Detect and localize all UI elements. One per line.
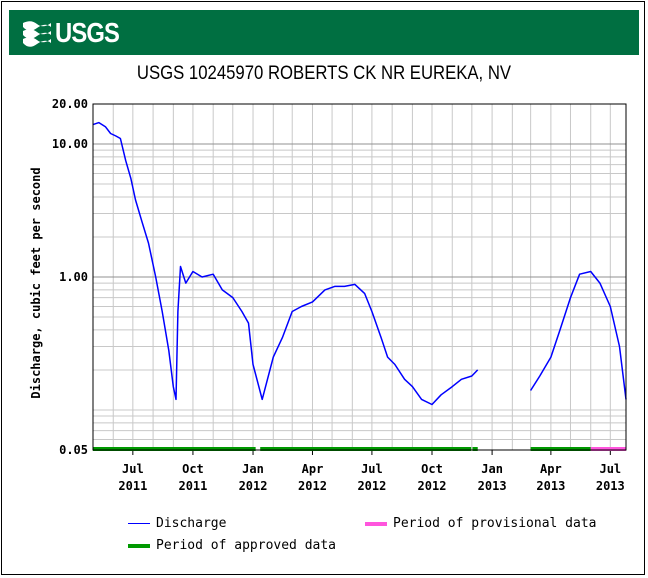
y-tick-label: 20.00 — [52, 97, 88, 111]
series-lines — [92, 121, 627, 406]
discharge-line-segment — [529, 270, 627, 400]
x-tick-label-year: 2012 — [418, 479, 447, 493]
legend-swatch-discharge — [128, 523, 150, 524]
x-tick-label-month: Jan — [242, 462, 264, 476]
plot-border — [92, 103, 627, 451]
x-tick-label-year: 2012 — [239, 479, 268, 493]
usgs-banner: USGS — [9, 10, 639, 55]
x-tick-label-year: 2012 — [298, 479, 327, 493]
y-tick-label: 0.05 — [59, 443, 88, 457]
y-tick-label: 10.00 — [52, 137, 88, 151]
legend-approved: Period of approved data — [128, 538, 336, 553]
usgs-wave-icon — [23, 21, 51, 47]
usgs-logo-text: USGS — [55, 17, 120, 48]
legend-discharge: Discharge — [128, 516, 226, 531]
x-tick-label-year: 2013 — [596, 479, 625, 493]
legend-swatch-provisional — [365, 521, 387, 526]
approved-period-bar — [530, 447, 591, 451]
approved-period-bar — [260, 447, 472, 451]
legend-label-approved: Period of approved data — [156, 538, 337, 553]
x-tick-label-month: Jul — [361, 462, 383, 476]
x-tick-label-year: 2013 — [536, 479, 565, 493]
data-period-bars — [93, 447, 626, 451]
legend-provisional: Period of provisional data — [365, 516, 597, 531]
x-tick-label-month: Apr — [302, 462, 324, 476]
y-tick-label: 1.00 — [59, 270, 88, 284]
y-tick-labels: 0.05 1.00 10.00 20.00 — [52, 97, 88, 457]
discharge-line-segment — [92, 121, 479, 406]
x-tick-label-month: Jan — [481, 462, 503, 476]
x-tick-label-year: 2011 — [118, 479, 147, 493]
grid-lines — [93, 103, 626, 451]
x-tick-label-month: Oct — [182, 462, 204, 476]
approved-period-bar — [93, 447, 256, 451]
approved-period-bar — [472, 447, 478, 451]
x-tick-label-month: Jul — [599, 462, 621, 476]
legend-label-discharge: Discharge — [156, 516, 227, 531]
x-tick-label-year: 2012 — [357, 479, 386, 493]
x-tick-label-month: Oct — [421, 462, 443, 476]
chart-title: USGS 10245970 ROBERTS CK NR EUREKA, NV — [136, 63, 512, 84]
x-tick-label-month: Jul — [122, 462, 144, 476]
provisional-period-bar — [590, 447, 626, 451]
legend-swatch-approved — [128, 543, 150, 548]
x-tick-label-year: 2011 — [178, 479, 207, 493]
legend-label-provisional: Period of provisional data — [393, 516, 597, 531]
x-tick-label-month: Apr — [540, 462, 562, 476]
x-tick-labels: Jul 2011 Oct 2011 Jan 2012 Apr 2012 Jul 2012 Oct 20… — [118, 450, 625, 493]
x-tick-label-year: 2013 — [478, 479, 507, 493]
